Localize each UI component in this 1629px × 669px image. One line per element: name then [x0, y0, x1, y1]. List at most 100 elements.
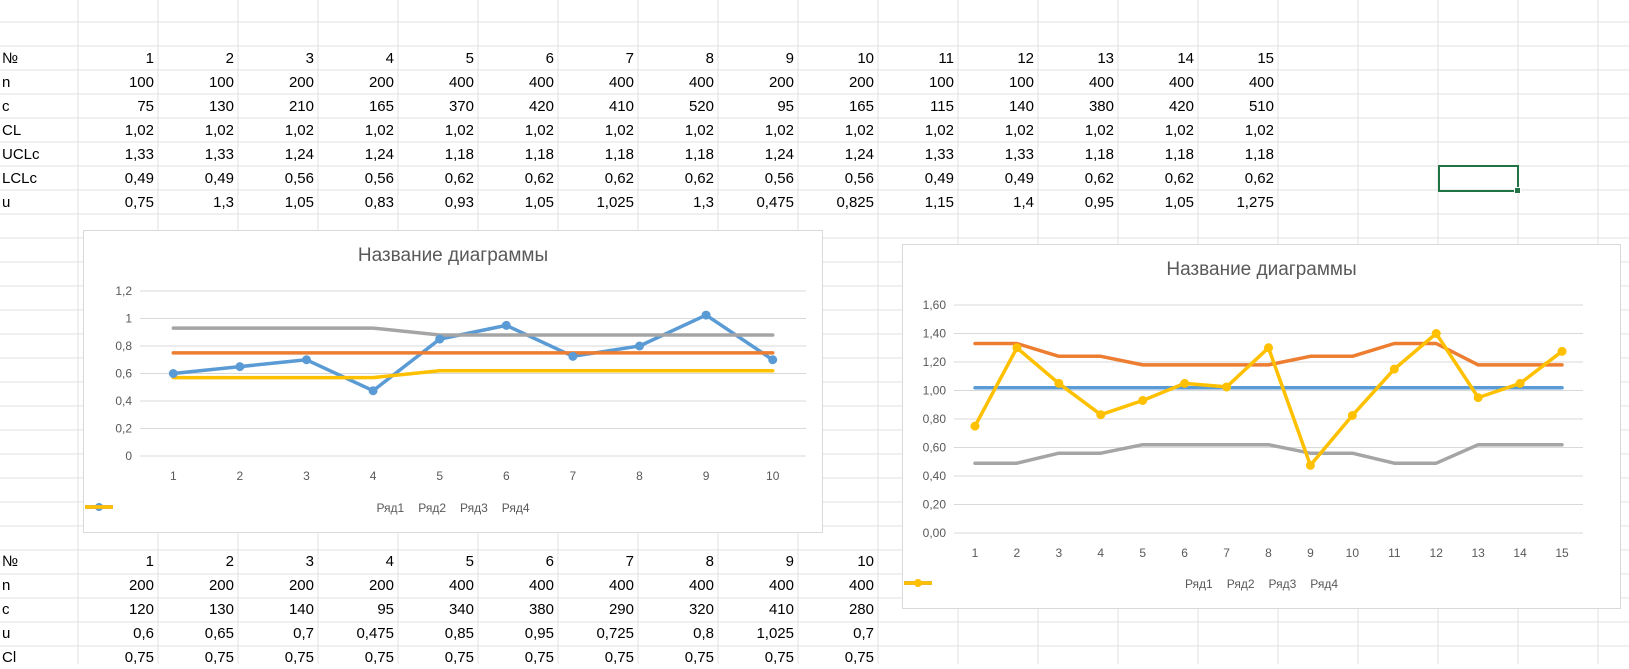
table-cell[interactable]: 7 [625, 553, 634, 570]
data-point-marker[interactable] [768, 355, 778, 365]
data-point-marker[interactable] [435, 334, 445, 344]
table-cell[interactable]: 1,02 [284, 122, 314, 139]
table-cell[interactable]: 15 [1257, 50, 1274, 67]
table-cell[interactable]: 1,18 [1244, 146, 1274, 163]
data-point-marker[interactable] [501, 320, 511, 330]
table-cell[interactable]: 0,95 [1084, 194, 1114, 211]
data-point-marker[interactable] [1138, 395, 1148, 405]
table-cell[interactable]: 400 [528, 74, 554, 91]
table-cell[interactable]: 200 [128, 577, 154, 594]
table-cell[interactable]: 380 [528, 601, 554, 618]
table-cell[interactable]: 1,02 [604, 122, 634, 139]
table-cell[interactable]: 1,24 [364, 146, 394, 163]
row-label[interactable]: № [2, 50, 19, 67]
table-cell[interactable]: 1,02 [1004, 122, 1034, 139]
table-cell[interactable]: 75 [137, 98, 154, 115]
table-cell[interactable]: 410 [768, 601, 794, 618]
table-cell[interactable]: 3 [305, 553, 314, 570]
table-cell[interactable]: 0,7 [293, 625, 314, 642]
row-label[interactable]: n [2, 577, 11, 594]
table-cell[interactable]: 1,02 [1244, 122, 1274, 139]
table-cell[interactable]: 12 [1017, 50, 1034, 67]
data-point-marker[interactable] [635, 341, 644, 351]
table-cell[interactable]: 400 [688, 74, 714, 91]
table-cell[interactable]: 7 [625, 50, 634, 67]
table-cell[interactable]: 0,75 [764, 649, 794, 666]
row-label[interactable]: CL [2, 122, 22, 139]
table-cell[interactable]: 0,725 [596, 625, 634, 642]
table-cell[interactable]: 0,49 [204, 170, 234, 187]
table-cell[interactable]: 400 [608, 74, 634, 91]
table-cell[interactable]: 100 [208, 74, 234, 91]
row-label[interactable]: Cl [2, 649, 17, 666]
table-cell[interactable]: 370 [448, 98, 474, 115]
table-cell[interactable]: 1,02 [1084, 122, 1114, 139]
table-cell[interactable]: 1,02 [444, 122, 474, 139]
row-label[interactable]: c [2, 601, 10, 618]
table-cell[interactable]: 0,75 [124, 649, 154, 666]
table-cell[interactable]: 520 [688, 98, 714, 115]
table-cell[interactable]: 1,24 [844, 146, 874, 163]
table-cell[interactable]: 9 [785, 553, 794, 570]
table-cell[interactable]: 0,49 [924, 170, 954, 187]
table-cell[interactable]: 290 [608, 601, 634, 618]
table-cell[interactable]: 1,33 [1004, 146, 1034, 163]
table-cell[interactable]: 100 [928, 74, 954, 91]
table-cell[interactable]: 1,33 [124, 146, 154, 163]
chart-1[interactable]: Название диаграммы 0 0,2 0,4 0,6 0,8 1 1,2 1 2 3 4… [83, 230, 823, 533]
table-cell[interactable]: 6 [545, 50, 554, 67]
data-point-marker[interactable] [1431, 329, 1441, 338]
table-cell[interactable]: 1,05 [1164, 194, 1194, 211]
data-point-marker[interactable] [1515, 378, 1525, 388]
legend-item[interactable]: Ряд3 [85, 501, 488, 515]
table-cell[interactable]: 200 [848, 74, 874, 91]
table-cell[interactable]: 9 [785, 50, 794, 67]
table-cell[interactable]: 0,75 [284, 649, 314, 666]
data-point-marker[interactable] [368, 386, 378, 396]
table-cell[interactable]: 2 [225, 553, 234, 570]
table-cell[interactable]: 510 [1248, 98, 1274, 115]
table-cell[interactable]: 1,3 [693, 194, 714, 211]
table-cell[interactable]: 0,85 [444, 625, 474, 642]
table-cell[interactable]: 5 [465, 553, 474, 570]
series-line-3[interactable] [973, 442, 1564, 465]
table-cell[interactable]: 100 [128, 74, 154, 91]
table-cell[interactable]: 6 [545, 553, 554, 570]
table-cell[interactable]: 0,56 [284, 170, 314, 187]
table-cell[interactable]: 0,65 [204, 625, 234, 642]
table-cell[interactable]: 0,62 [1244, 170, 1274, 187]
table-cell[interactable]: 400 [1168, 74, 1194, 91]
table-cell[interactable]: 140 [288, 601, 314, 618]
row-label[interactable]: u [2, 194, 11, 211]
table-cell[interactable]: 0,62 [684, 170, 714, 187]
table-cell[interactable]: 0,83 [364, 194, 394, 211]
table-cell[interactable]: 1,18 [1164, 146, 1194, 163]
table-cell[interactable]: 1 [145, 50, 154, 67]
table-cell[interactable]: 1,3 [213, 194, 234, 211]
table-cell[interactable]: 1,05 [524, 194, 554, 211]
table-cell[interactable]: 14 [1177, 50, 1194, 67]
table-cell[interactable]: 0,56 [364, 170, 394, 187]
table-cell[interactable]: 1,02 [364, 122, 394, 139]
legend-item[interactable]: Ряд1 [85, 501, 404, 515]
table-cell[interactable]: 400 [688, 577, 714, 594]
table-cell[interactable]: 420 [1168, 98, 1194, 115]
table-cell[interactable]: 13 [1097, 50, 1114, 67]
data-point-marker[interactable] [970, 421, 980, 431]
table-cell[interactable]: 1,24 [764, 146, 794, 163]
table-cell[interactable]: 200 [368, 577, 394, 594]
table-cell[interactable]: 0,62 [1164, 170, 1194, 187]
data-point-marker[interactable] [1222, 382, 1232, 392]
table-cell[interactable]: 200 [288, 74, 314, 91]
table-cell[interactable]: 1,025 [756, 625, 794, 642]
table-cell[interactable]: 1,4 [1013, 194, 1034, 211]
table-cell[interactable]: 1,33 [924, 146, 954, 163]
table-cell[interactable]: 0,75 [364, 649, 394, 666]
table-cell[interactable]: 400 [1248, 74, 1274, 91]
table-cell[interactable]: 0,93 [444, 194, 474, 211]
table-cell[interactable]: 3 [305, 50, 314, 67]
table-cell[interactable]: 0,62 [1084, 170, 1114, 187]
table-cell[interactable]: 8 [705, 50, 714, 67]
table-cell[interactable]: 280 [848, 601, 874, 618]
row-label[interactable]: LCLc [2, 170, 38, 187]
